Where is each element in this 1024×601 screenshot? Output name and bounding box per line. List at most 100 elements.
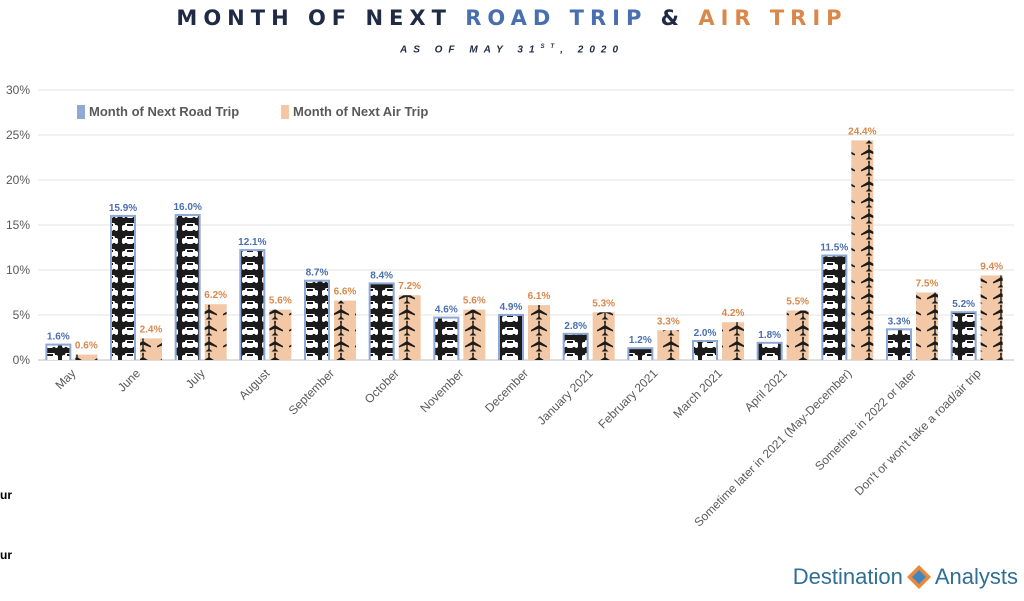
road-trip-bar <box>176 216 199 360</box>
road-trip-data-label: 2.0% <box>694 328 717 339</box>
x-tick-label: January 2021 <box>534 366 596 428</box>
chart-title: MONTH OF NEXT ROAD TRIP & AIR TRIP <box>0 6 1024 30</box>
legend-swatch-road <box>77 105 85 119</box>
road-trip-bar <box>500 315 522 360</box>
air-trip-bar <box>851 140 874 360</box>
road-trip-data-label: 5.2% <box>952 299 975 310</box>
road-trip-bar <box>370 284 393 360</box>
road-trip-data-label: 3.3% <box>888 316 911 327</box>
air-trip-data-label: 6.2% <box>204 290 227 301</box>
air-trip-bar <box>980 275 1003 360</box>
air-trip-data-label: 24.4% <box>848 126 876 137</box>
diamond-logo-icon <box>906 565 931 589</box>
air-trip-bar <box>722 322 744 360</box>
air-trip-data-label: 5.6% <box>269 296 292 307</box>
x-tick-label: September <box>286 366 337 417</box>
air-trip-data-label: 5.3% <box>592 298 615 309</box>
x-tick-label: November <box>417 366 466 415</box>
air-trip-bar <box>140 338 162 360</box>
air-trip-data-label: 2.4% <box>140 324 163 335</box>
road-trip-bar <box>888 330 910 360</box>
air-trip-data-label: 0.6% <box>75 341 98 352</box>
air-trip-data-label: 7.2% <box>398 281 421 292</box>
road-trip-data-label: 4.6% <box>435 305 458 316</box>
x-tick-label: April 2021 <box>742 366 790 414</box>
title-part-road: ROAD TRIP <box>465 6 648 30</box>
road-trip-bar <box>823 256 846 360</box>
road-trip-bar <box>112 216 134 360</box>
y-tick-label: 5% <box>13 308 31 322</box>
x-tick-label: March 2021 <box>670 366 725 421</box>
title-part-air: AIR TRIP <box>698 6 848 30</box>
destination-analysts-logo: Destination Analysts <box>793 560 1018 594</box>
y-axis: 0% 5% 10% 15% 20% 25% 30% <box>6 83 30 367</box>
air-trip-data-label: 5.6% <box>463 296 486 307</box>
x-tick-label: July <box>183 366 208 391</box>
x-tick-label: August <box>236 366 273 403</box>
clipped-text-fragment: ur <box>0 548 12 562</box>
road-trip-data-label: 16.0% <box>173 202 201 213</box>
road-trip-bar <box>694 342 716 360</box>
road-trip-bar <box>629 349 652 360</box>
road-trip-data-label: 15.9% <box>109 203 137 214</box>
air-trip-bar <box>916 292 938 360</box>
subtitle-end: , 2020 <box>560 44 625 56</box>
x-tick-label: June <box>115 366 144 395</box>
x-tick-label: December <box>482 366 531 415</box>
clipped-text-fragment: ur <box>0 488 12 502</box>
air-trip-bar <box>786 310 809 360</box>
road-trip-bar <box>306 281 328 360</box>
subtitle-superscript: ST <box>540 44 561 50</box>
y-tick-label: 10% <box>6 263 30 277</box>
air-trip-data-label: 6.1% <box>528 291 551 302</box>
legend-swatch-air <box>281 105 289 119</box>
y-tick-label: 30% <box>6 83 30 97</box>
x-tick-label: Don't or won't take a road/air trip <box>852 366 984 498</box>
subtitle-main: AS OF MAY 31 <box>399 44 541 56</box>
air-trip-bar <box>528 305 550 360</box>
y-tick-label: 25% <box>6 128 30 142</box>
air-trip-data-label: 9.4% <box>980 261 1003 272</box>
air-trip-bar <box>398 295 421 360</box>
air-trip-data-label: 6.6% <box>334 287 357 298</box>
air-trip-bar <box>592 312 615 360</box>
title-part-amp: & <box>647 6 699 30</box>
road-trip-data-label: 2.8% <box>564 321 587 332</box>
road-trip-bar <box>758 343 781 360</box>
title-part-1: MONTH OF NEXT <box>176 6 466 30</box>
road-trip-bar <box>435 318 458 360</box>
x-axis: May June July August September October Novembe… <box>53 366 984 530</box>
chart-subtitle: AS OF MAY 31ST, 2020 <box>0 44 1024 55</box>
air-trip-bar <box>204 304 227 360</box>
legend-label-air: Month of Next Air Trip <box>293 104 428 119</box>
road-trip-data-label: 8.7% <box>306 268 329 279</box>
road-trip-data-label: 1.8% <box>758 330 781 341</box>
x-tick-label: October <box>362 366 402 406</box>
y-tick-label: 0% <box>13 353 31 367</box>
air-trip-bar <box>269 309 292 360</box>
y-tick-label: 20% <box>6 173 30 187</box>
road-trip-data-label: 1.6% <box>47 332 70 343</box>
air-trip-bar <box>334 300 356 360</box>
air-trip-data-label: 5.5% <box>786 297 809 308</box>
road-trip-bar <box>47 345 70 360</box>
logo-word-2: Analysts <box>934 564 1018 589</box>
road-trip-data-label: 8.4% <box>370 270 393 281</box>
road-trip-data-label: 1.2% <box>629 335 652 346</box>
road-trip-bar <box>564 334 587 360</box>
road-trip-data-label: 4.9% <box>500 302 523 313</box>
x-tick-label: May <box>53 366 79 392</box>
air-trip-bar <box>463 309 486 360</box>
road-trip-data-label: 12.1% <box>238 237 266 248</box>
air-trip-data-label: 7.5% <box>916 279 939 290</box>
x-tick-label: February 2021 <box>595 366 660 431</box>
bars-group: 1.6% 0.6% 15.9% 2.4% 16.0% 6.2% 12.1% 5.6% 8.7% 6… <box>45 126 1003 360</box>
logo-word-1: Destination <box>792 564 903 589</box>
road-trip-bar <box>952 313 975 360</box>
air-trip-data-label: 4.2% <box>722 308 745 319</box>
air-trip-data-label: 3.3% <box>657 316 680 327</box>
air-trip-bar <box>657 330 680 360</box>
legend-label-road: Month of Next Road Trip <box>89 104 239 119</box>
air-trip-bar <box>75 354 98 360</box>
